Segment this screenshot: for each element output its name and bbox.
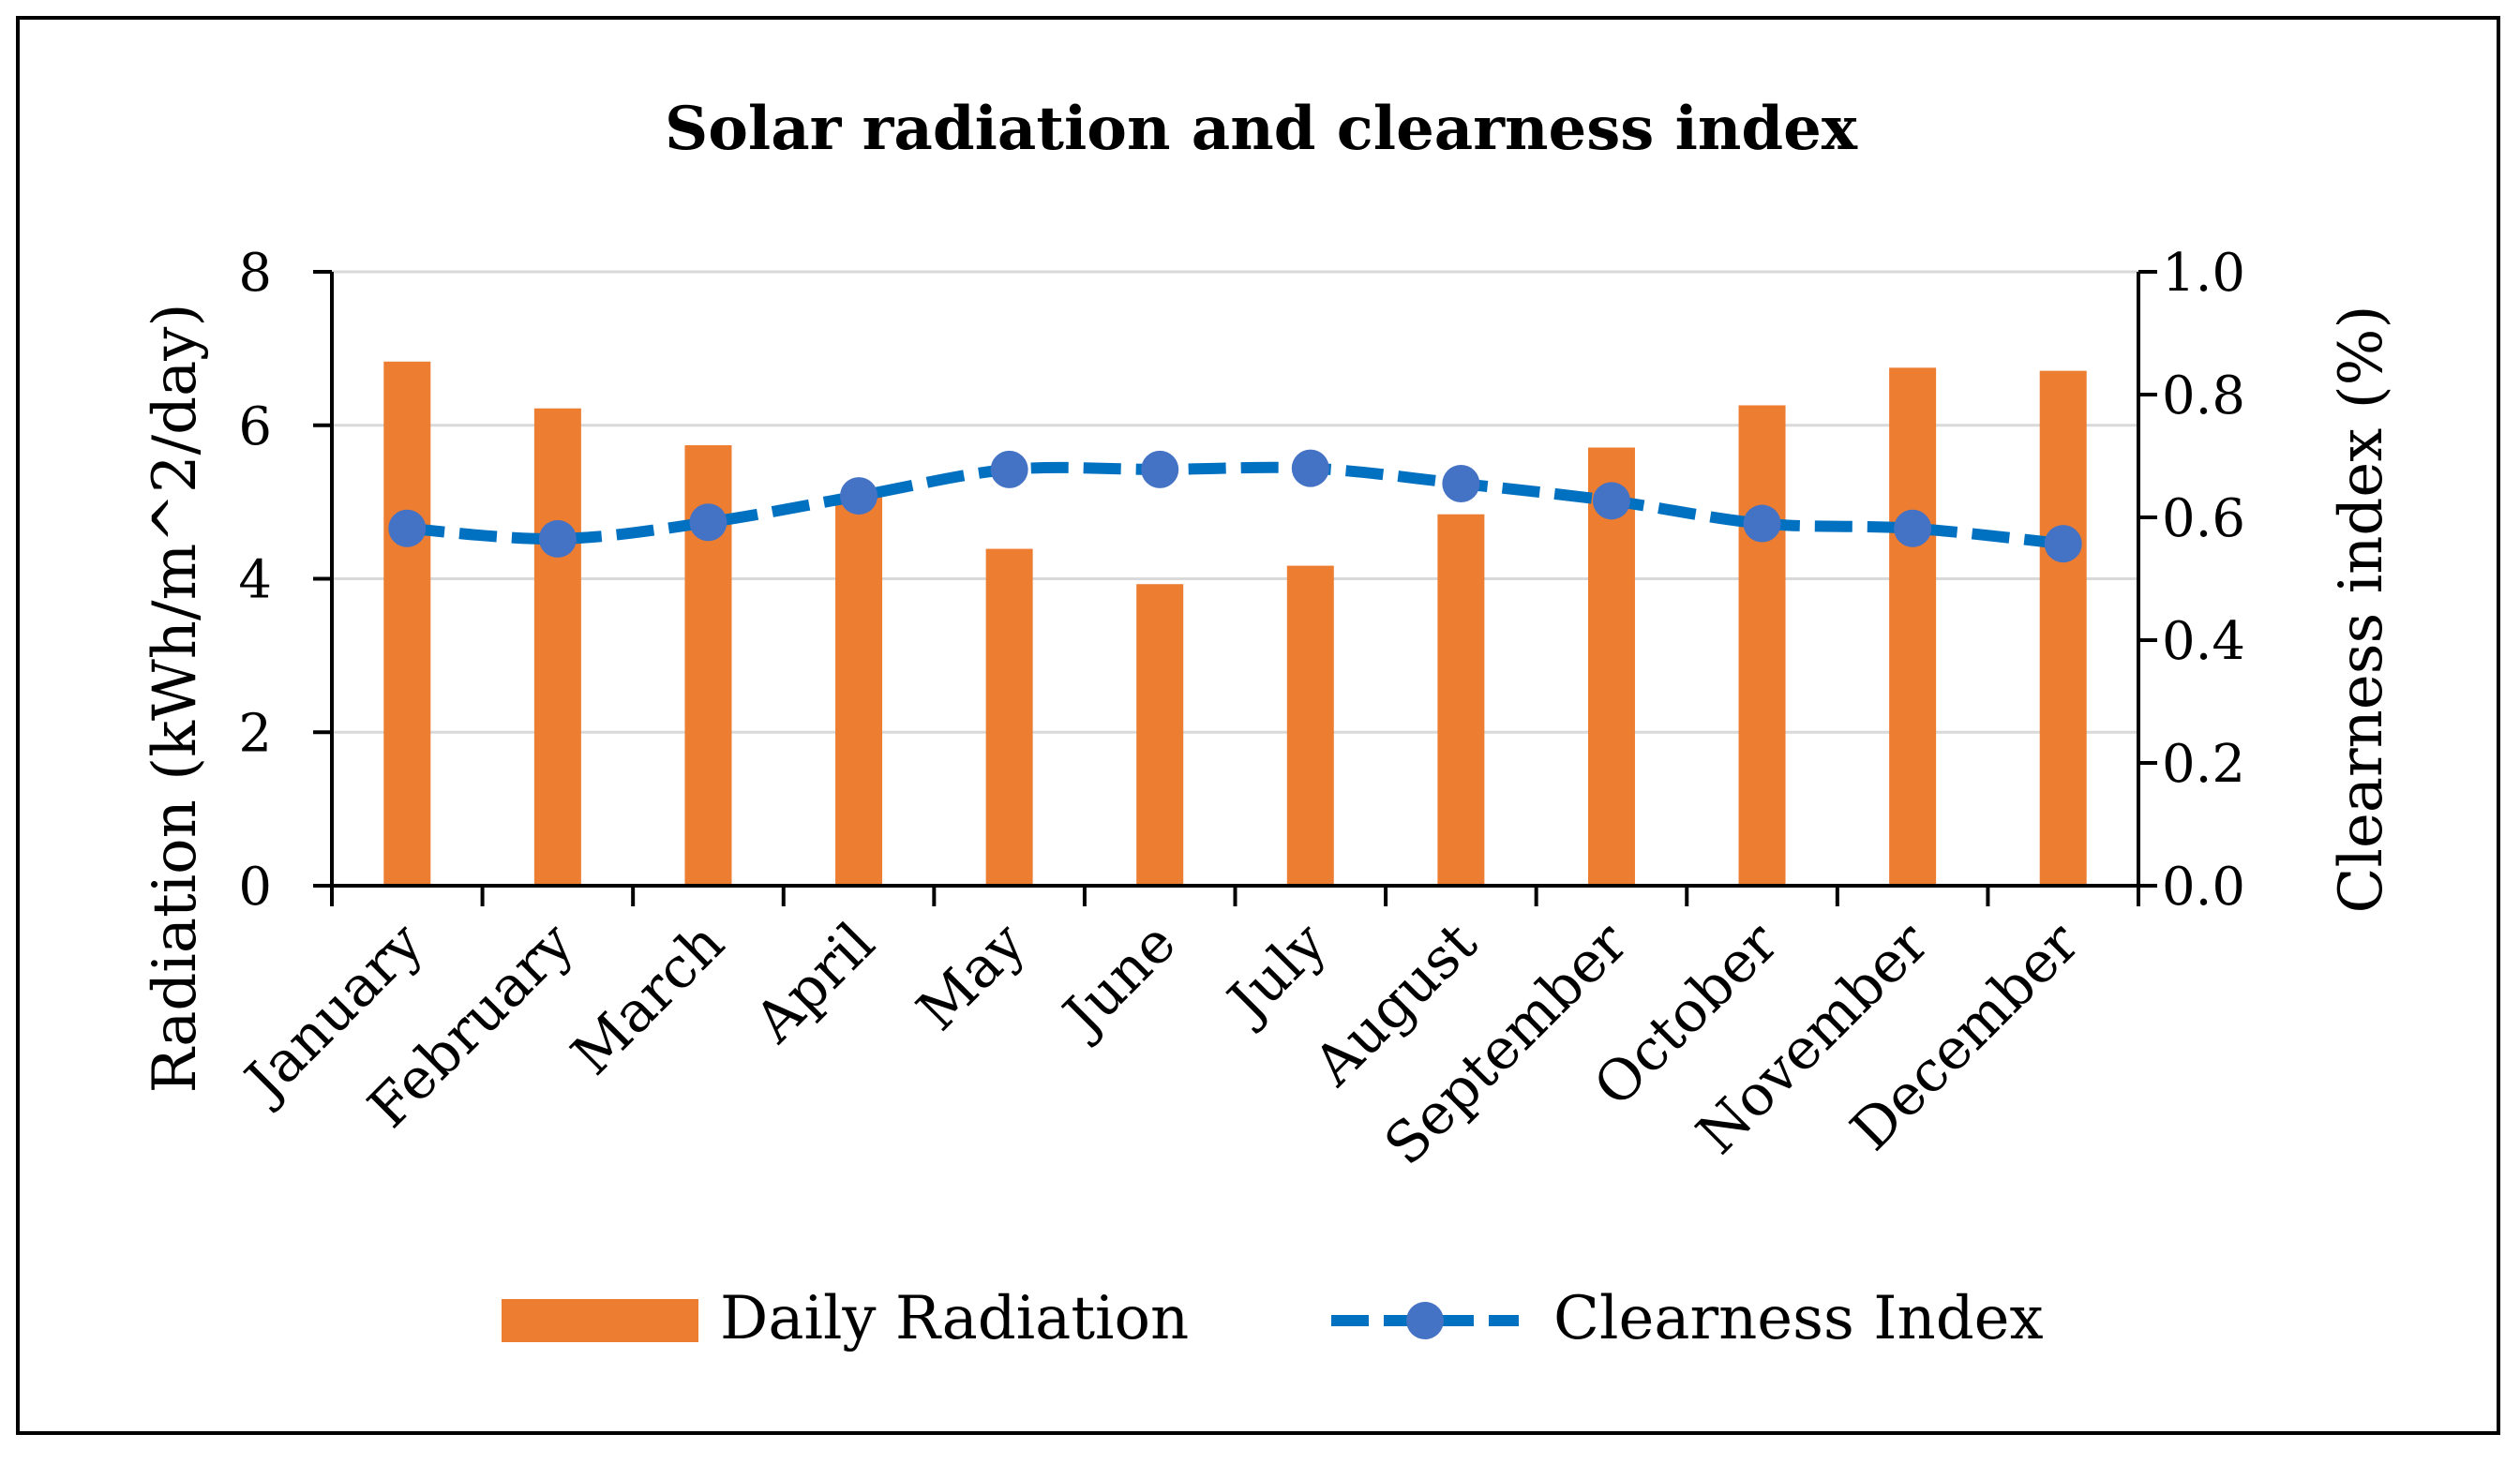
legend-marker-clearness-index — [1406, 1302, 1444, 1339]
clearness-point-february — [538, 519, 577, 558]
bar-may — [985, 548, 1033, 886]
y2-tick-label: 0.4 — [2162, 611, 2245, 672]
clearness-point-august — [1442, 464, 1480, 502]
bar-november — [1889, 367, 1937, 886]
y2-tick-label: 0.2 — [2162, 734, 2245, 795]
y-tick-label: 2 — [238, 703, 272, 764]
bar-january — [383, 361, 431, 886]
legend-label-clearness-index: Clearness Index — [1553, 1284, 2044, 1353]
clearness-point-april — [840, 477, 878, 515]
y2-tick-label: 0.6 — [2162, 488, 2245, 549]
bar-series-daily-radiation — [383, 361, 2087, 886]
clearness-point-january — [388, 509, 427, 547]
bar-september — [1587, 447, 1635, 886]
legend-label-daily-radiation: Daily Radiation — [720, 1284, 1189, 1353]
gridlines — [332, 270, 2138, 734]
y-tick-label: 4 — [238, 550, 272, 611]
clearness-point-march — [689, 503, 728, 542]
bar-february — [533, 408, 581, 886]
y2-tick-label: 0.0 — [2162, 857, 2245, 918]
right-axis-tick-labels: 0.0 0.2 0.4 0.6 0.8 1.0 — [2162, 243, 2245, 918]
y2-tick-label: 0.8 — [2162, 366, 2245, 426]
bar-june — [1136, 584, 1184, 886]
bar-august — [1437, 514, 1485, 886]
clearness-point-october — [1743, 504, 1781, 543]
legend-swatch-daily-radiation — [502, 1299, 698, 1342]
y-tick-label: 0 — [238, 857, 272, 918]
y2-axis-label: Clearness index (%) — [2327, 306, 2396, 914]
bar-april — [835, 496, 883, 886]
chart-title: Solar radiation and clearness index — [665, 94, 1858, 164]
axes — [313, 270, 2157, 906]
clearness-point-june — [1141, 450, 1179, 488]
left-axis-tick-labels: 0 2 4 6 8 — [238, 243, 272, 918]
line-series-clearness-index — [388, 449, 2082, 563]
bar-july — [1286, 565, 1334, 886]
bar-october — [1738, 405, 1786, 886]
legend: Daily Radiation Clearness Index — [502, 1284, 2044, 1353]
bar-december — [2039, 370, 2087, 886]
clearness-point-may — [990, 450, 1028, 488]
y-tick-label: 6 — [238, 396, 272, 457]
clearness-point-december — [2044, 525, 2082, 563]
clearness-point-november — [1894, 509, 1932, 547]
clearness-point-september — [1592, 482, 1630, 520]
y2-tick-label: 1.0 — [2162, 243, 2245, 304]
y-axis-label: Radiation (kWh/m^2/day) — [141, 304, 210, 1094]
clearness-point-july — [1291, 449, 1329, 487]
y-tick-label: 8 — [238, 243, 272, 304]
